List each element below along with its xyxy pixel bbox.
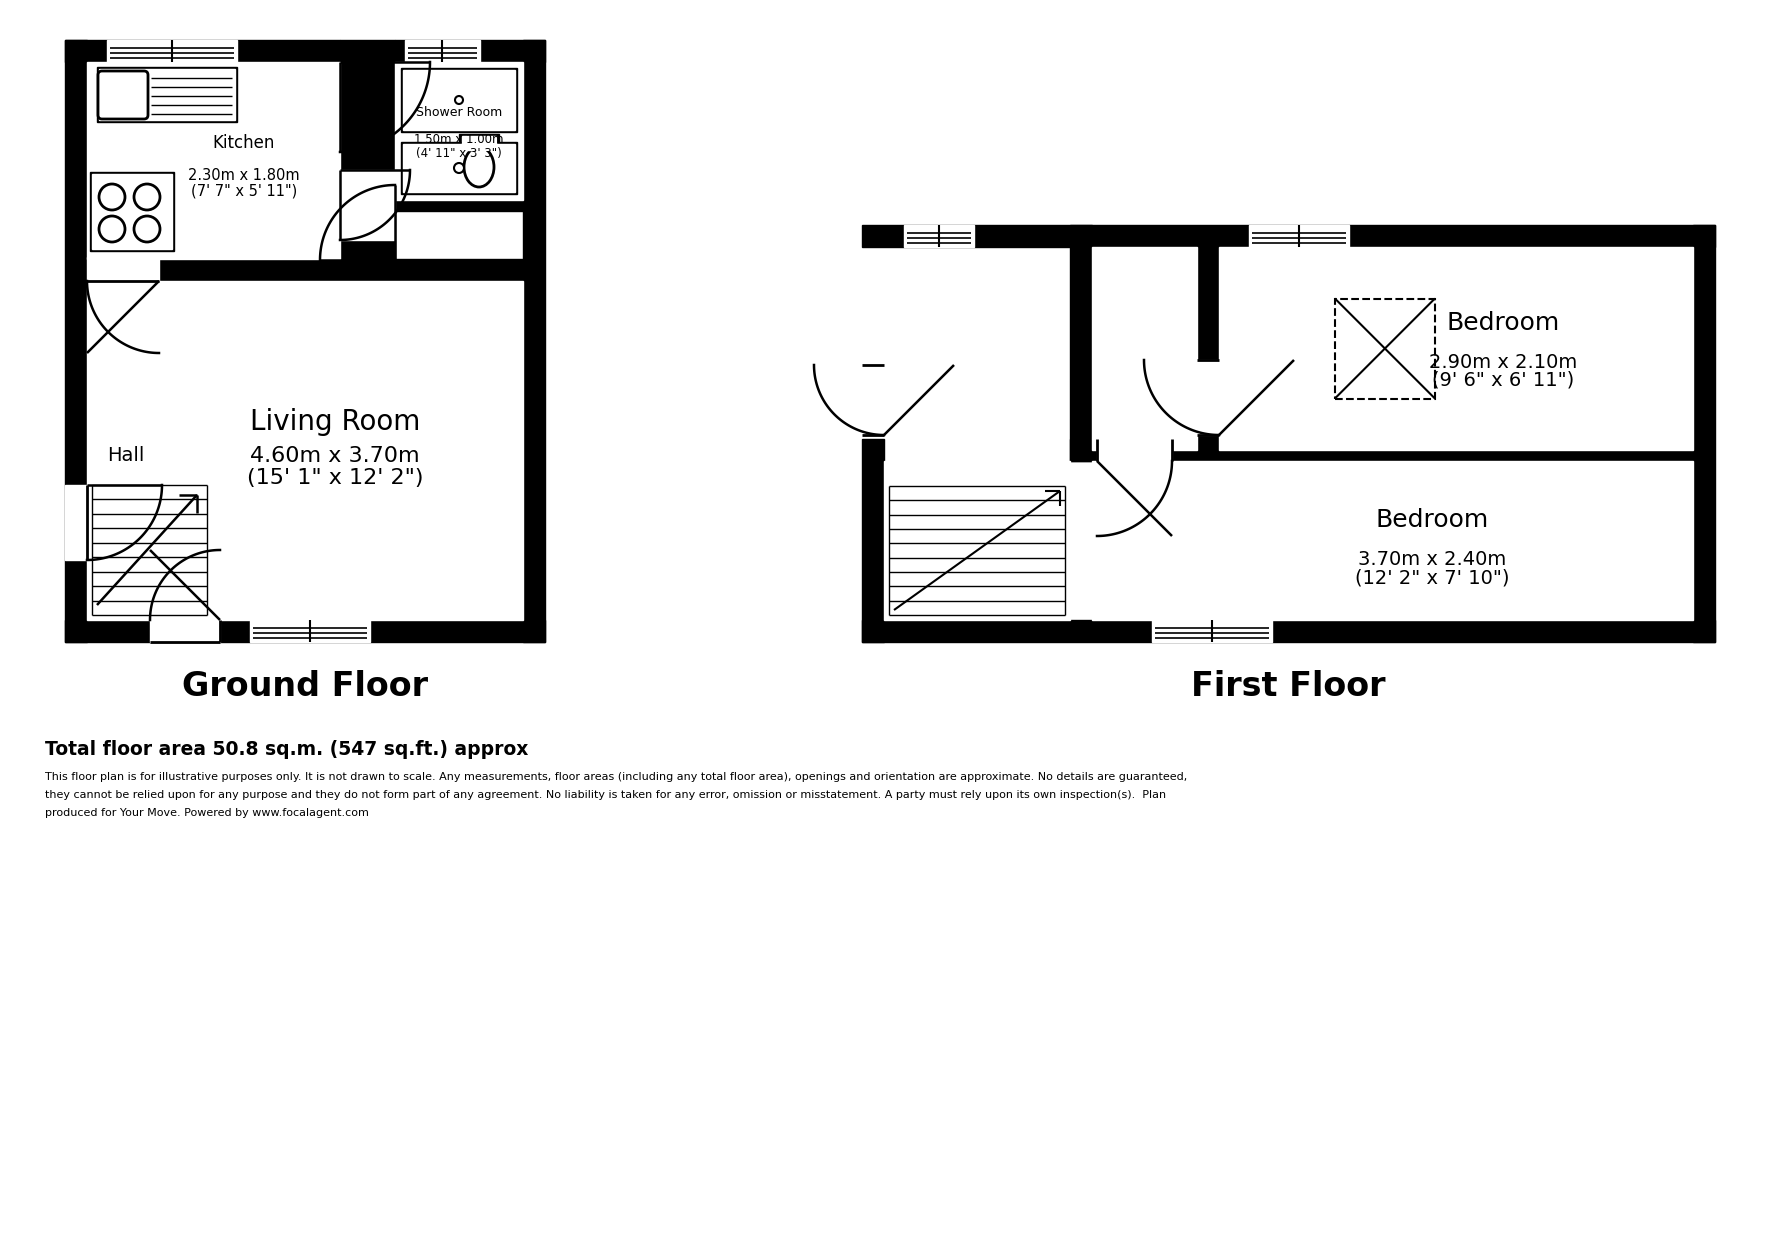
Text: produced for Your Move. Powered by www.focalagent.com: produced for Your Move. Powered by www.f… <box>44 808 368 818</box>
Bar <box>1335 299 1435 398</box>
Bar <box>1218 247 1693 450</box>
Text: 4.60m x 3.70m: 4.60m x 3.70m <box>250 446 420 466</box>
Text: 1.50m x 1.00m: 1.50m x 1.00m <box>414 133 503 146</box>
Bar <box>903 224 974 247</box>
Bar <box>395 40 545 62</box>
Bar <box>1249 224 1350 247</box>
Bar <box>395 259 522 281</box>
Bar <box>862 439 884 642</box>
Bar <box>1151 620 1272 642</box>
Bar <box>66 485 89 560</box>
Bar <box>862 365 886 435</box>
Bar <box>459 134 499 153</box>
Text: (15' 1" x 12' 2"): (15' 1" x 12' 2") <box>246 467 423 489</box>
Bar <box>1070 224 1093 461</box>
Bar <box>87 257 159 281</box>
Text: Kitchen: Kitchen <box>213 134 275 153</box>
Bar <box>250 620 370 642</box>
Bar <box>404 144 515 192</box>
Circle shape <box>135 184 159 210</box>
Bar <box>340 40 395 281</box>
Bar <box>87 62 340 259</box>
Bar <box>66 40 340 62</box>
Circle shape <box>455 95 462 104</box>
Text: Bedroom: Bedroom <box>1376 508 1489 532</box>
Bar <box>1197 236 1218 461</box>
Text: This floor plan is for illustrative purposes only. It is not drawn to scale. Any: This floor plan is for illustrative purp… <box>44 773 1187 782</box>
Bar <box>400 68 517 131</box>
Text: 2.30m x 1.80m: 2.30m x 1.80m <box>188 167 299 184</box>
Bar <box>1070 439 1693 461</box>
Bar <box>1693 224 1714 642</box>
Text: Living Room: Living Room <box>250 408 420 436</box>
Bar <box>462 136 496 150</box>
Bar <box>1197 360 1220 435</box>
Text: (12' 2" x 7' 10"): (12' 2" x 7' 10") <box>1355 568 1509 587</box>
Bar <box>97 67 237 122</box>
Bar <box>862 224 1714 247</box>
Bar <box>862 620 1714 642</box>
Bar <box>406 40 480 62</box>
Ellipse shape <box>464 148 494 187</box>
Bar <box>404 69 515 130</box>
Bar <box>66 620 545 642</box>
Bar <box>90 172 174 250</box>
Text: Hall: Hall <box>106 446 145 465</box>
Bar <box>151 618 220 642</box>
Bar <box>99 69 236 120</box>
Text: 2.90m x 2.10m: 2.90m x 2.10m <box>1429 352 1578 372</box>
Text: (4' 11" x 3' 3"): (4' 11" x 3' 3") <box>416 148 501 160</box>
Bar <box>87 259 340 281</box>
Text: Total floor area 50.8 sq.m. (547 sq.ft.) approx: Total floor area 50.8 sq.m. (547 sq.ft.)… <box>44 740 528 759</box>
Bar <box>400 143 517 193</box>
Circle shape <box>99 216 126 242</box>
Text: Bedroom: Bedroom <box>1447 310 1560 335</box>
Circle shape <box>99 184 126 210</box>
Circle shape <box>453 162 464 174</box>
Bar <box>522 40 545 642</box>
Bar <box>66 40 87 642</box>
Bar <box>884 461 1070 620</box>
Text: they cannot be relied upon for any purpose and they do not form part of any agre: they cannot be relied upon for any purpo… <box>44 790 1165 800</box>
Text: First Floor: First Floor <box>1192 670 1385 703</box>
Bar <box>340 170 395 241</box>
FancyBboxPatch shape <box>97 71 149 119</box>
Bar <box>92 174 172 249</box>
Text: (9' 6" x 6' 11"): (9' 6" x 6' 11") <box>1433 371 1574 389</box>
Bar <box>1093 461 1693 620</box>
Text: 3.70m x 2.40m: 3.70m x 2.40m <box>1358 551 1507 569</box>
Bar <box>1093 247 1197 450</box>
Bar <box>106 40 237 62</box>
Text: (7' 7" x 5' 11"): (7' 7" x 5' 11") <box>191 184 298 198</box>
Text: Ground Floor: Ground Floor <box>182 670 429 703</box>
Text: Shower Room: Shower Room <box>416 105 503 119</box>
Bar <box>1096 436 1172 461</box>
Bar <box>395 62 522 200</box>
Bar <box>395 188 522 211</box>
Bar <box>87 281 522 620</box>
Circle shape <box>135 216 159 242</box>
